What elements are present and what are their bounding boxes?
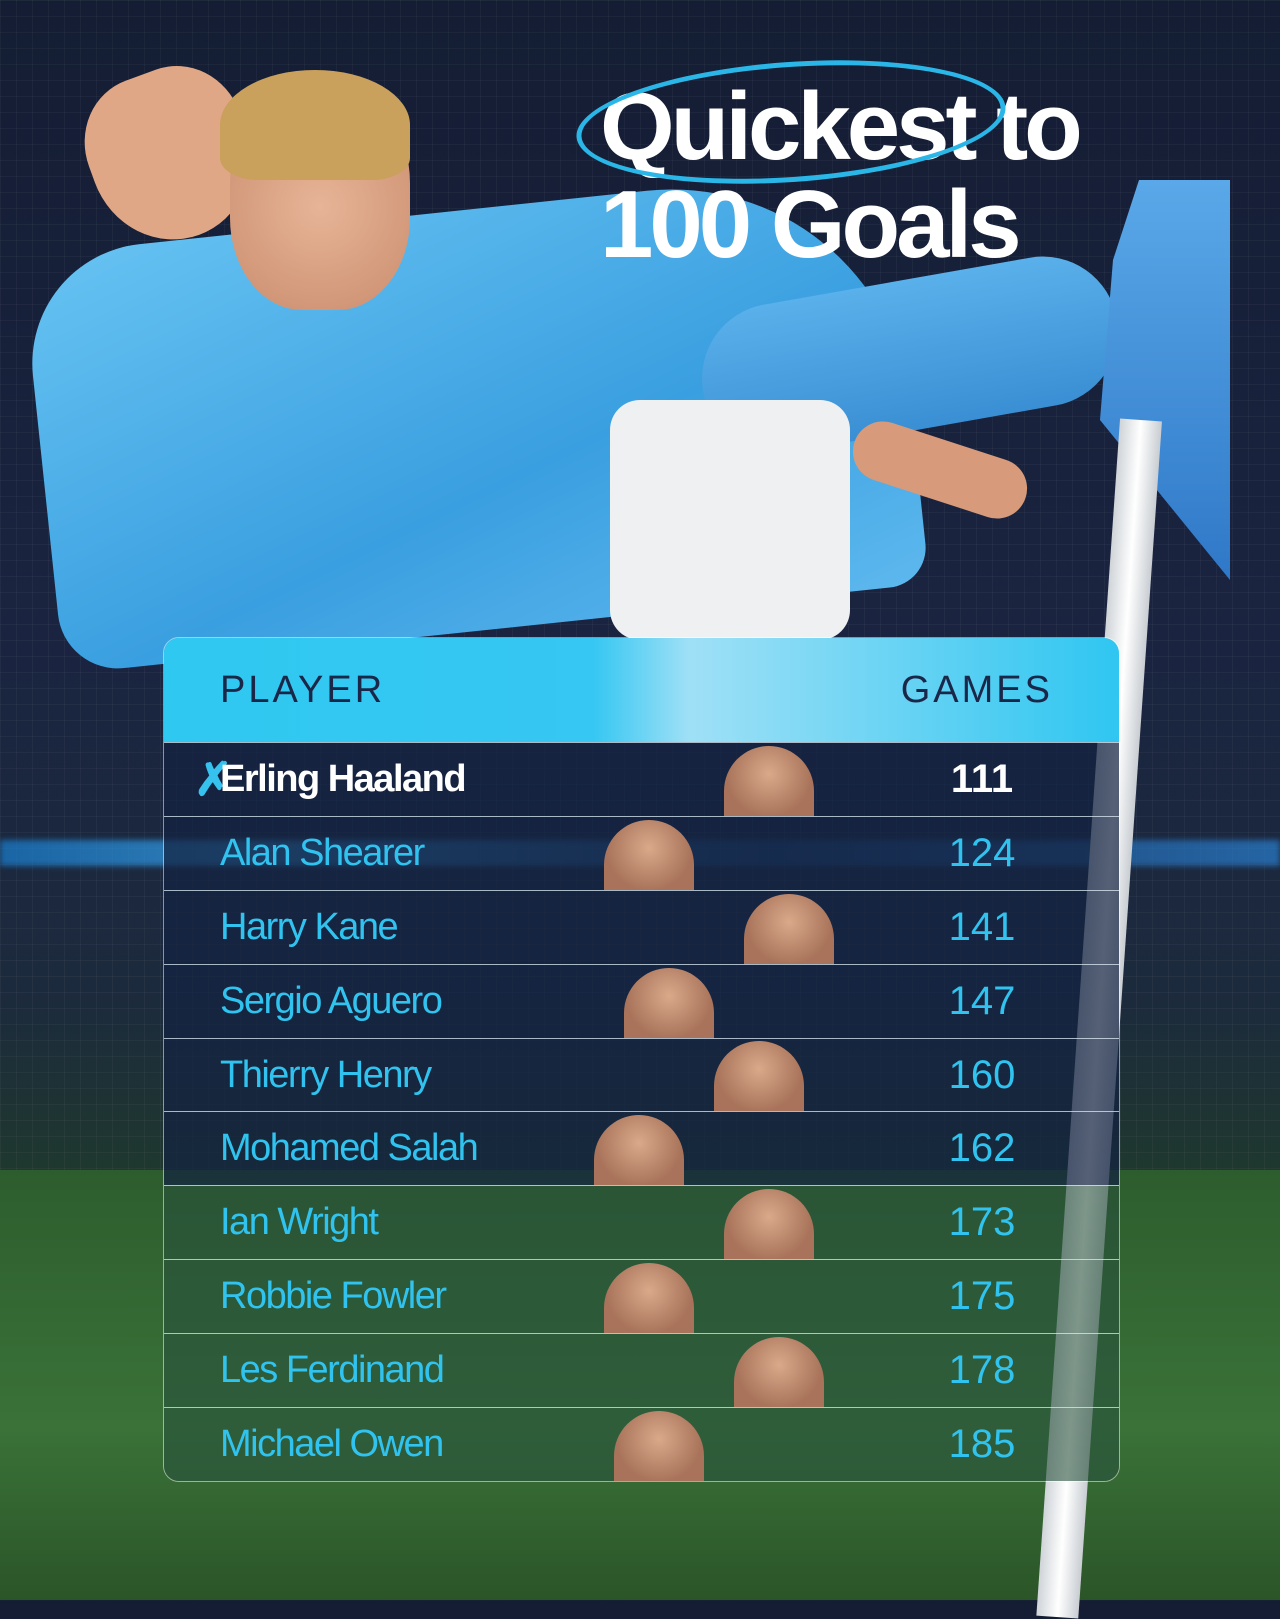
table-row: Robbie Fowler 175 <box>164 1259 1119 1334</box>
table-header: PLAYER GAMES <box>164 638 1119 742</box>
player-name: Michael Owen <box>220 1422 444 1465</box>
player-shorts <box>610 400 850 640</box>
table-row: Sergio Aguero 147 <box>164 963 1119 1038</box>
player-photo <box>624 967 714 1038</box>
player-photo <box>714 1041 804 1112</box>
table-row: ✗ Erling Haaland 111 <box>164 742 1119 816</box>
player-photo <box>594 1115 684 1186</box>
games-count: 147 <box>948 978 1016 1023</box>
table-row: Ian Wright 173 <box>164 1185 1119 1260</box>
table-row: Thierry Henry 160 <box>164 1037 1119 1112</box>
table-row: Alan Shearer 124 <box>164 815 1119 890</box>
x-logo-icon: ✗ <box>194 753 233 806</box>
games-count: 175 <box>948 1274 1016 1319</box>
ranking-table: PLAYER GAMES ✗ Erling Haaland 111 Alan Shea… <box>163 637 1120 1482</box>
player-photo <box>604 1263 694 1334</box>
player-name: Ian Wright <box>220 1201 379 1244</box>
games-count: 124 <box>948 830 1016 875</box>
title-line-2: 100 Goals <box>600 171 1022 278</box>
player-name: Robbie Fowler <box>220 1275 447 1318</box>
player-name: Sergio Aguero <box>220 979 443 1022</box>
table-row: Harry Kane 141 <box>164 889 1119 964</box>
games-count: 160 <box>948 1052 1016 1097</box>
games-count: 141 <box>948 904 1016 949</box>
header-games: GAMES <box>900 668 1053 711</box>
games-count: 178 <box>948 1348 1016 1393</box>
player-photo <box>614 1410 704 1481</box>
player-photo <box>734 1337 824 1408</box>
player-name: Harry Kane <box>220 905 399 948</box>
player-photo <box>744 893 834 964</box>
player-photo <box>724 745 814 816</box>
player-name: Mohamed Salah <box>220 1127 479 1170</box>
table-row: Michael Owen 185 <box>164 1407 1119 1481</box>
games-count: 173 <box>948 1200 1016 1245</box>
player-photo <box>724 1189 814 1260</box>
table-row: Mohamed Salah 162 <box>164 1111 1119 1186</box>
games-count: 162 <box>948 1126 1016 1171</box>
player-photo <box>604 819 694 890</box>
games-count: 185 <box>948 1421 1016 1466</box>
player-name: Erling Haaland <box>220 757 467 800</box>
table-row: Les Ferdinand 178 <box>164 1333 1119 1408</box>
player-name: Les Ferdinand <box>220 1349 445 1392</box>
games-count: 111 <box>950 756 1014 801</box>
page-title: Quickest to 100 Goals <box>572 47 1083 278</box>
header-player: PLAYER <box>220 668 386 711</box>
player-name: Alan Shearer <box>220 831 425 874</box>
player-name: Thierry Henry <box>220 1053 432 1096</box>
player-hair <box>220 70 410 180</box>
title-line-1: Quickest to <box>600 73 1083 180</box>
